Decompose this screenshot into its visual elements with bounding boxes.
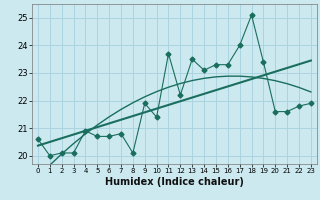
X-axis label: Humidex (Indice chaleur): Humidex (Indice chaleur) [105,177,244,187]
